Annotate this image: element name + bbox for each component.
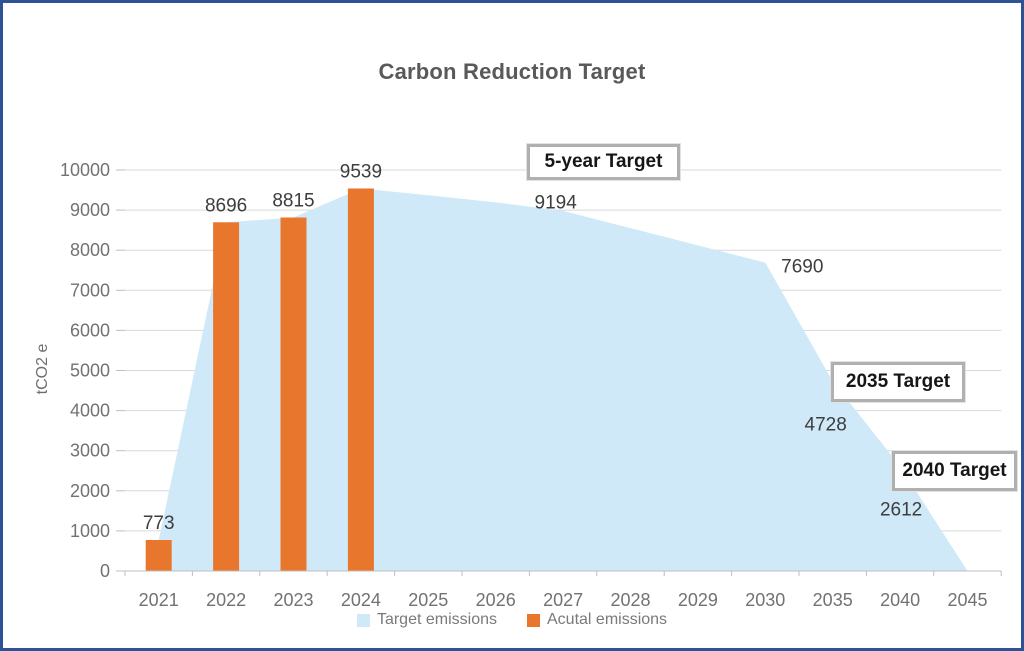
y-tick-label: 0 (100, 561, 110, 581)
x-tick-label: 2030 (745, 590, 785, 610)
bar-value-label: 8696 (205, 195, 247, 216)
x-tick-label: 2021 (139, 590, 179, 610)
y-tick-label: 5000 (70, 361, 110, 381)
legend-label-target-emissions: Target emissions (376, 611, 497, 628)
y-tick-label: 3000 (70, 441, 110, 461)
legend-item-target-emissions: Target emissions (356, 611, 497, 629)
y-tick-label: 9000 (70, 200, 110, 220)
annotation-5-year-target-label: 5-year Target (544, 151, 663, 172)
y-tick-label: 2000 (70, 481, 110, 501)
x-tick-label: 2022 (206, 590, 246, 610)
annotation-2040-target-label: 2040 Target (902, 460, 1007, 481)
bar-value-label: 773 (143, 513, 175, 534)
x-tick-label: 2028 (610, 590, 650, 610)
y-tick-label: 8000 (70, 240, 110, 260)
area-value-label: 4728 (805, 414, 847, 435)
x-tick-label: 2045 (947, 590, 987, 610)
bar-value-label: 8815 (272, 191, 314, 212)
bar-value-label: 9539 (340, 161, 382, 182)
chart-title: Carbon Reduction Target (378, 59, 646, 84)
area-value-label: 2612 (880, 499, 922, 520)
area-value-label: 9194 (535, 192, 578, 213)
emissions-chart: 0 1000 2000 3000 4000 5000 6000 7000 8000 9000 100… (60, 160, 1002, 610)
x-tick-label: 2026 (476, 590, 516, 610)
annotation-2035-target-label: 2035 Target (845, 371, 951, 392)
target-emissions-swatch-icon (356, 613, 370, 627)
x-tick-label: 2027 (543, 590, 583, 610)
chart-legend: Target emissions Acutal emissions (3, 611, 1021, 629)
y-tick-label: 1000 (70, 521, 110, 541)
x-tick-label: 2023 (273, 590, 313, 610)
annotation-2040-target: 2040 Target (892, 451, 1017, 491)
actual-bar-2024 (347, 188, 374, 572)
actual-bar-2023 (280, 217, 307, 571)
x-tick-label: 2040 (880, 590, 920, 610)
y-tick-label: 6000 (70, 320, 110, 340)
x-tick-label: 2025 (408, 590, 448, 610)
annotation-5-year-target: 5-year Target (527, 144, 680, 180)
y-tick-label: 7000 (70, 280, 110, 300)
x-tick-label: 2024 (341, 590, 381, 610)
area-value-label: 7690 (781, 257, 823, 278)
y-tick-label: 10000 (60, 160, 110, 180)
actual-bar-2022 (213, 222, 240, 571)
actual-bar-2021 (145, 540, 172, 571)
legend-item-actual-emissions: Acutal emissions (527, 611, 667, 629)
x-tick-label: 2035 (813, 590, 853, 610)
annotation-2035-target: 2035 Target (831, 362, 965, 402)
actual-emissions-swatch-icon (527, 613, 540, 627)
y-tick-label: 4000 (70, 401, 110, 421)
legend-label-actual-emissions: Acutal emissions (547, 611, 668, 628)
x-tick-label: 2029 (678, 590, 718, 610)
